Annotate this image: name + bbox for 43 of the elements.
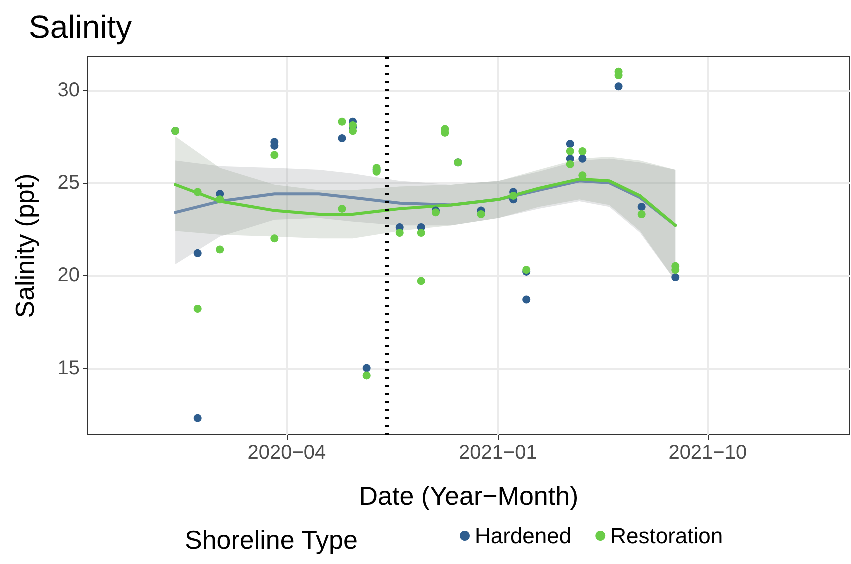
point	[638, 210, 646, 218]
point	[216, 196, 224, 204]
point	[270, 234, 279, 243]
point	[578, 148, 587, 156]
point	[417, 229, 426, 238]
point	[672, 274, 680, 282]
point	[338, 204, 346, 213]
point	[510, 192, 518, 200]
point	[566, 140, 574, 148]
y-tick-label: 25	[58, 172, 80, 194]
point	[216, 246, 224, 254]
point	[362, 372, 371, 380]
y-axis-title: Salinity (ppt)	[10, 174, 40, 318]
x-axis-title: Date (Year−Month)	[359, 481, 579, 511]
point	[417, 277, 426, 286]
chart-title: Salinity	[29, 9, 132, 45]
x-tick-label: 2020−04	[248, 442, 326, 464]
point	[194, 414, 202, 422]
point	[338, 134, 346, 143]
point	[578, 172, 587, 180]
point	[396, 229, 404, 238]
point	[338, 118, 346, 126]
point	[578, 154, 587, 163]
point	[194, 305, 202, 313]
point	[614, 82, 623, 91]
point	[194, 188, 202, 196]
y-tick-label: 30	[58, 79, 80, 102]
y-tick-label: 15	[58, 357, 80, 380]
point	[566, 148, 574, 156]
legend-label: Restoration	[610, 524, 724, 548]
point	[349, 127, 358, 136]
x-tick-label: 2021−01	[458, 442, 538, 464]
legend-title: Shoreline Type	[185, 525, 358, 555]
point	[477, 210, 486, 218]
point	[270, 151, 279, 160]
y-tick-label: 20	[58, 264, 80, 287]
point	[522, 296, 531, 304]
point	[638, 203, 646, 212]
legend-label: Hardened	[475, 524, 572, 548]
point	[362, 364, 371, 372]
x-tick-label: 2021−10	[668, 442, 748, 464]
point	[194, 249, 202, 258]
point	[566, 160, 574, 168]
